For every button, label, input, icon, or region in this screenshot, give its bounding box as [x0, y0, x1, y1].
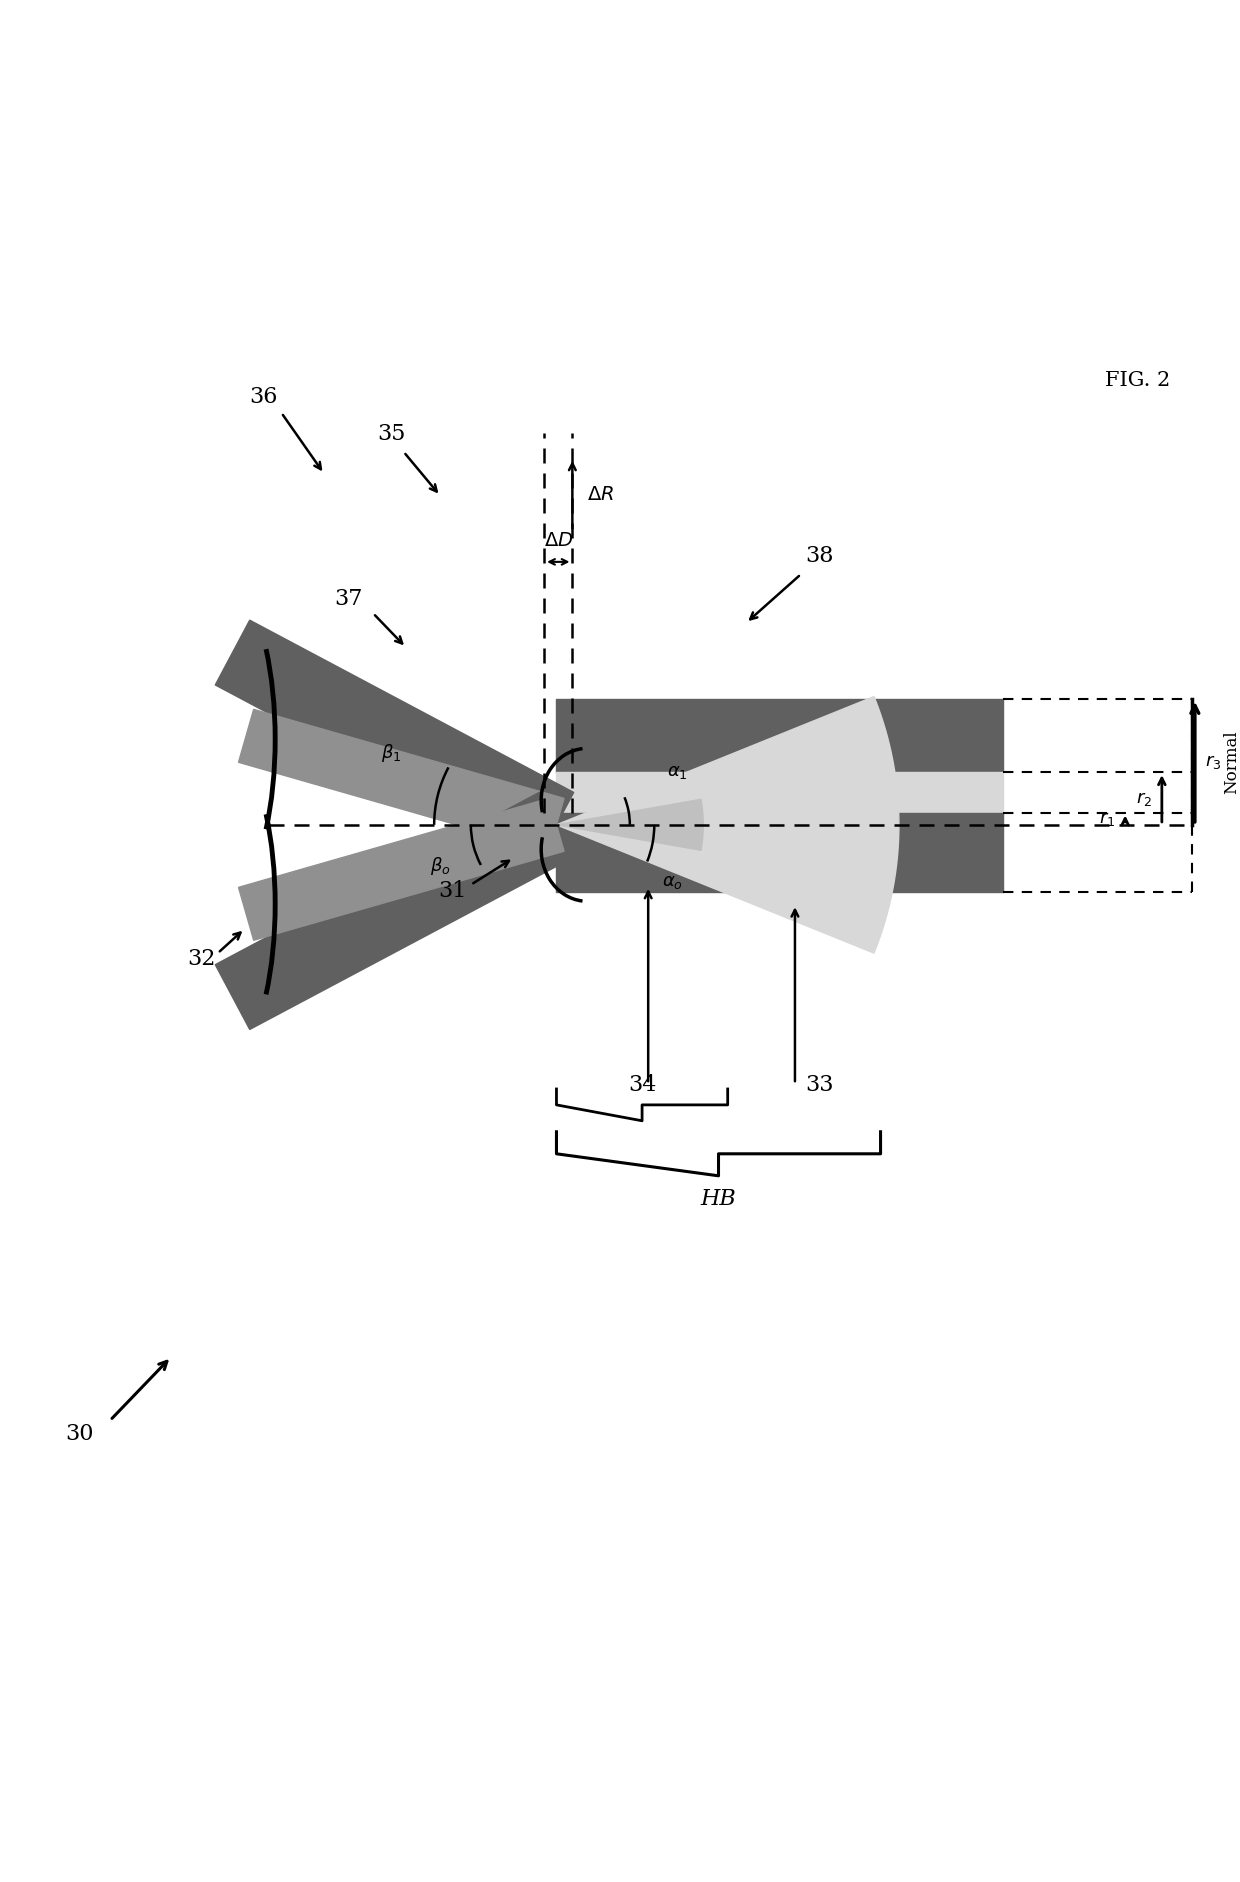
Text: HB: HB	[701, 1188, 737, 1210]
Polygon shape	[238, 798, 564, 941]
Text: $\beta_1$: $\beta_1$	[381, 742, 402, 764]
Text: 30: 30	[66, 1423, 94, 1445]
Text: Normal: Normal	[1223, 730, 1240, 794]
Text: $\Delta D$: $\Delta D$	[543, 531, 573, 550]
Text: 34: 34	[627, 1075, 656, 1097]
Text: $\beta_o$: $\beta_o$	[430, 854, 450, 877]
Text: 38: 38	[805, 546, 833, 566]
Polygon shape	[238, 710, 564, 851]
Polygon shape	[557, 824, 899, 952]
Polygon shape	[216, 792, 574, 1029]
Text: $r_3$: $r_3$	[1204, 753, 1221, 772]
Polygon shape	[557, 800, 703, 824]
Polygon shape	[557, 824, 703, 851]
Text: 37: 37	[335, 587, 363, 610]
Text: $\alpha_o$: $\alpha_o$	[662, 873, 683, 890]
Text: 36: 36	[249, 386, 277, 408]
Text: FIG. 2: FIG. 2	[1105, 371, 1171, 390]
Text: 31: 31	[438, 881, 466, 901]
Polygon shape	[557, 696, 899, 824]
Polygon shape	[216, 621, 574, 856]
Text: $\Delta R$: $\Delta R$	[587, 486, 614, 504]
Text: $r_1$: $r_1$	[1099, 809, 1115, 828]
Text: 33: 33	[805, 1075, 833, 1097]
Text: $\alpha_1$: $\alpha_1$	[667, 762, 687, 781]
Text: 35: 35	[377, 423, 405, 444]
Text: 32: 32	[187, 949, 216, 971]
Text: $r_2$: $r_2$	[1136, 790, 1152, 807]
